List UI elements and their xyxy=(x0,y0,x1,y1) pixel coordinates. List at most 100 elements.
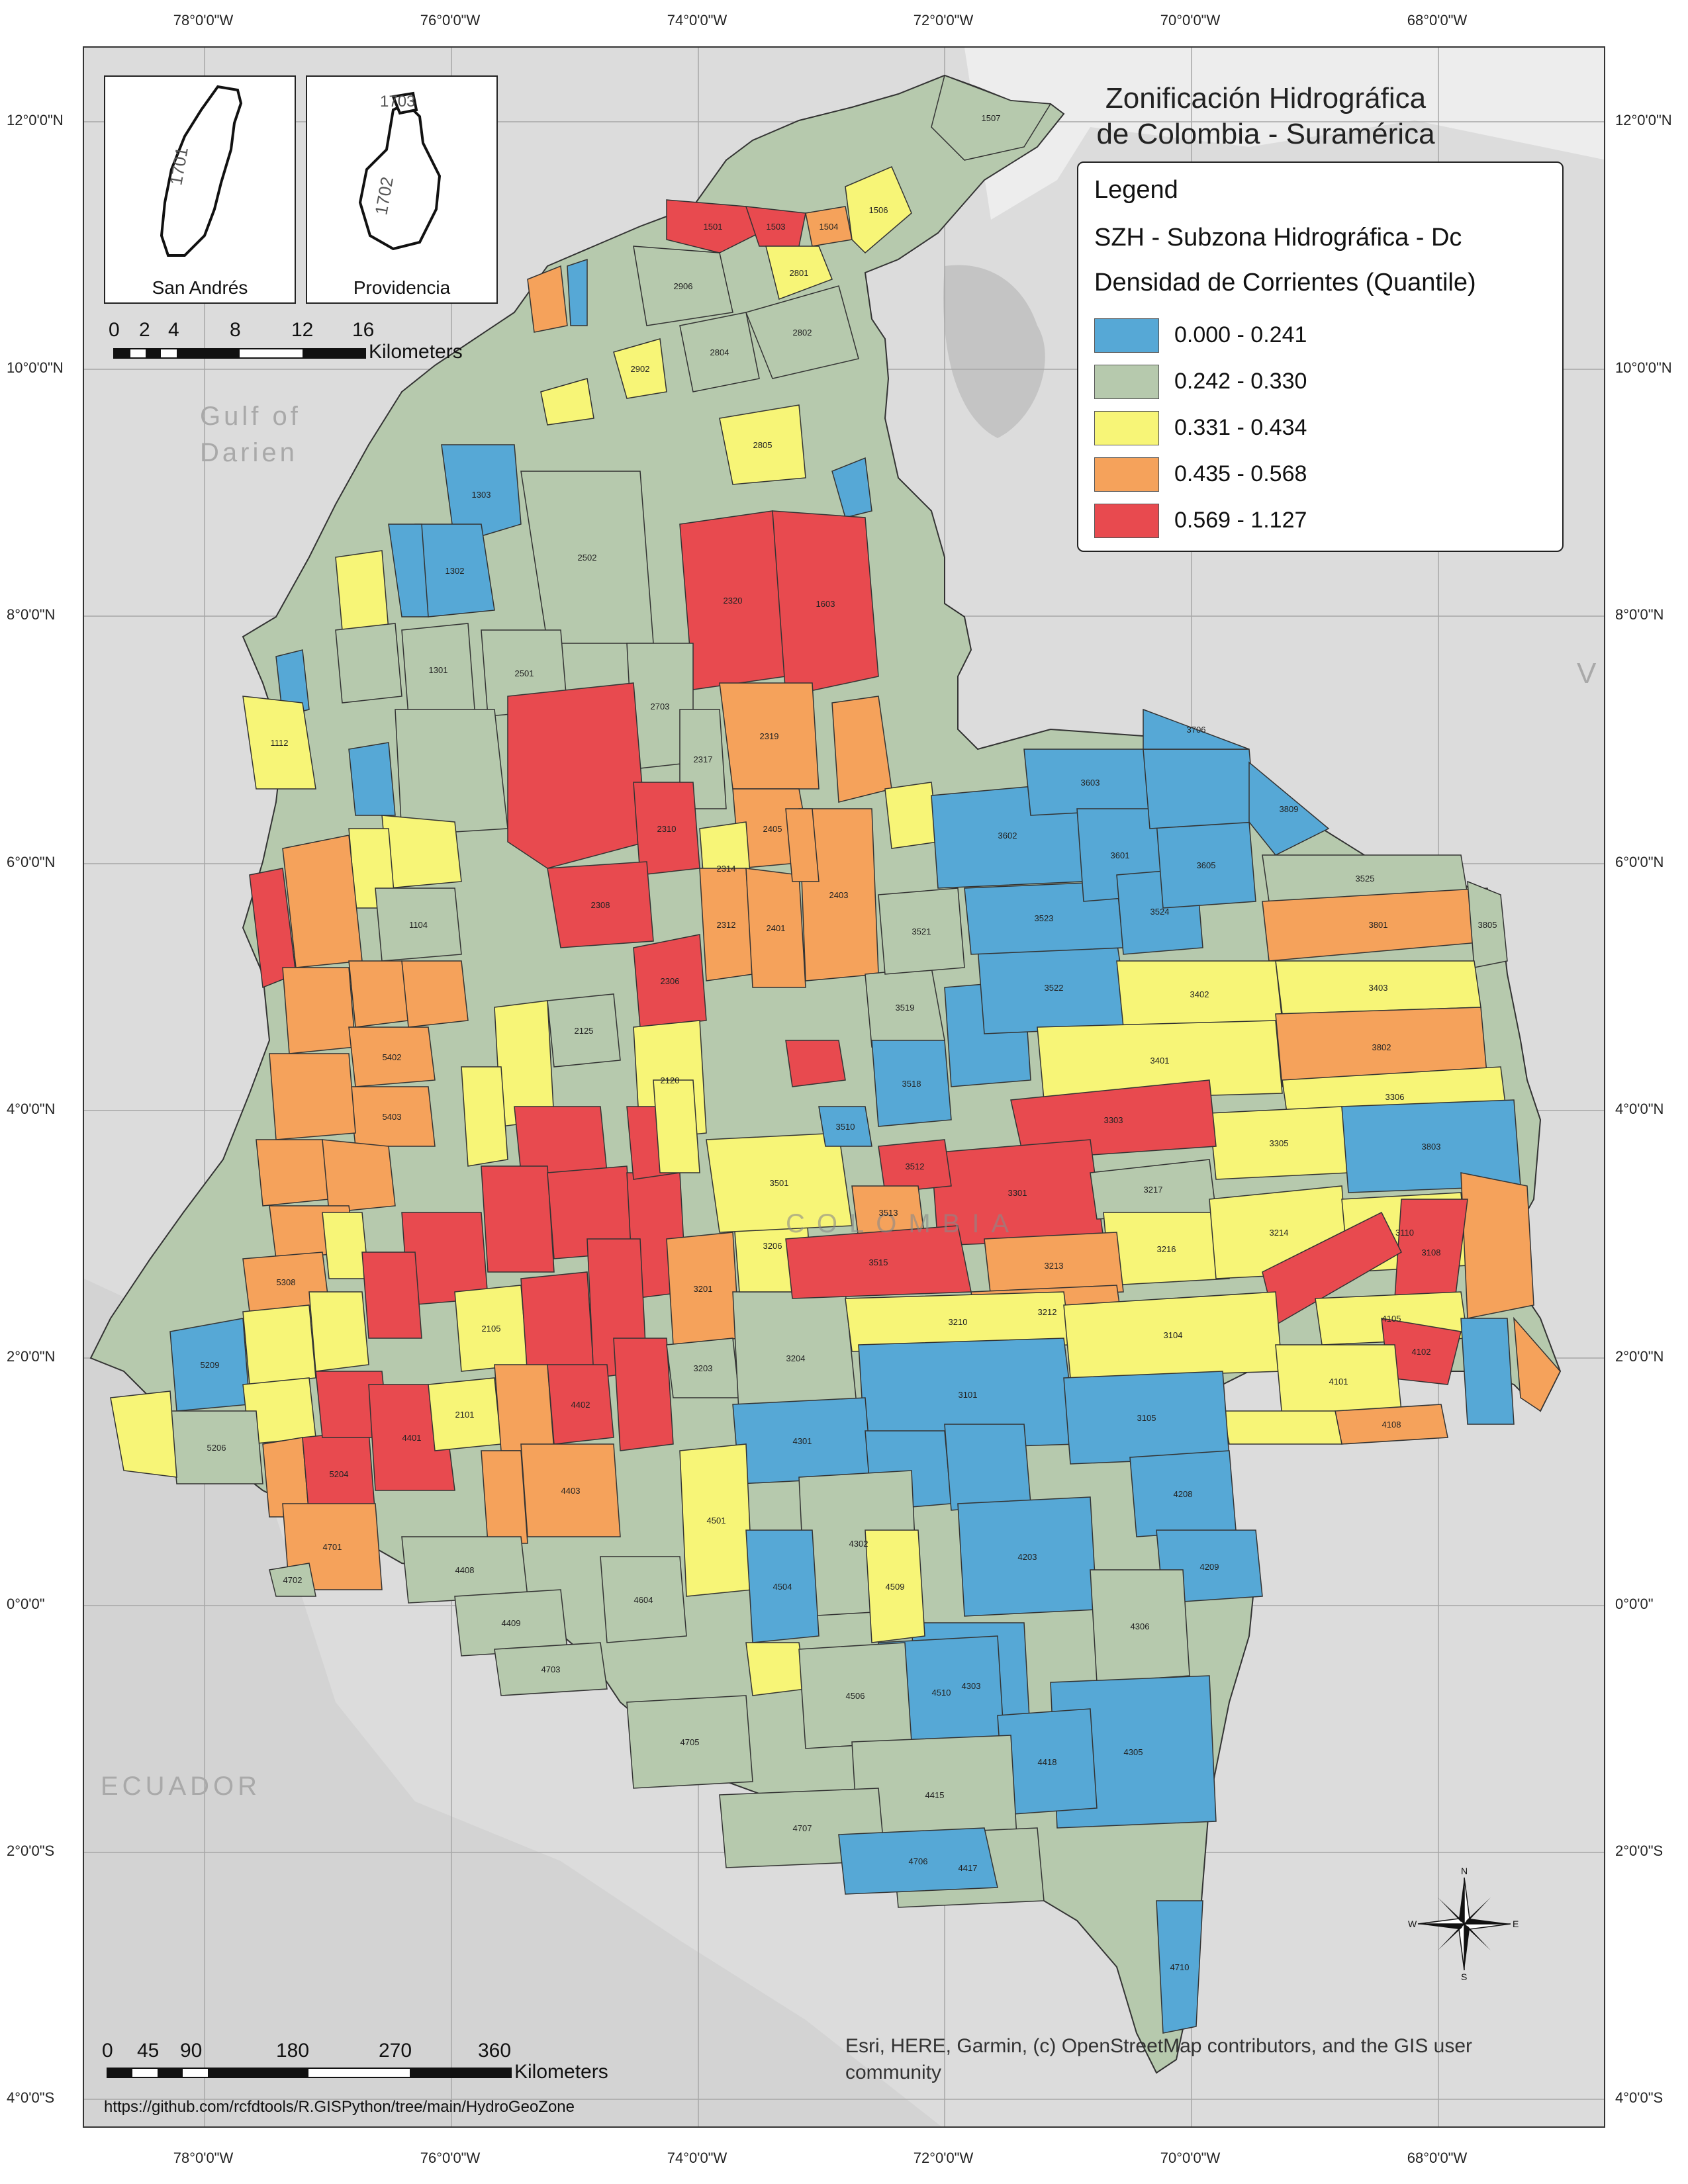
subzone-4509[interactable] xyxy=(865,1529,925,1643)
legend-class-label: 0.435 - 0.568 xyxy=(1174,461,1307,486)
subzone-1603[interactable] xyxy=(772,510,879,697)
subzone-1206[interactable] xyxy=(527,265,568,333)
subzone-4404[interactable] xyxy=(481,1450,528,1544)
zone-code-label: 1504 xyxy=(820,222,839,232)
zone-code-label: 5403 xyxy=(383,1112,402,1122)
subzone-3702[interactable] xyxy=(884,782,939,849)
subzone-1501[interactable] xyxy=(666,199,761,253)
subzone-1506[interactable] xyxy=(845,166,912,254)
subzone-2804[interactable] xyxy=(679,312,760,392)
subzone-2402[interactable] xyxy=(785,808,820,882)
subzone-2308[interactable] xyxy=(547,861,654,948)
subzone-1202[interactable] xyxy=(335,550,389,631)
subzone-2119[interactable] xyxy=(653,1079,700,1173)
subzone-2802[interactable] xyxy=(745,285,859,379)
subzone-4414[interactable] xyxy=(745,1642,806,1696)
subzone-1104[interactable] xyxy=(375,887,462,962)
subzone-2201[interactable] xyxy=(481,1165,555,1273)
subzone-2906[interactable] xyxy=(633,246,733,326)
subzone-4604[interactable] xyxy=(600,1556,687,1643)
subzone-1606[interactable] xyxy=(831,457,872,518)
subzone-1201[interactable] xyxy=(335,623,402,704)
subzone-5401[interactable] xyxy=(401,960,469,1028)
subzone-2103[interactable] xyxy=(494,1364,555,1451)
subzone-2306[interactable] xyxy=(633,934,707,1028)
subzone-5407[interactable] xyxy=(256,1139,330,1206)
subzone-2904[interactable] xyxy=(567,258,588,326)
subzone-1111[interactable] xyxy=(395,709,508,836)
subzone-3804[interactable] xyxy=(1460,1172,1534,1319)
subzone-4402[interactable] xyxy=(547,1364,614,1445)
hydro-subzones[interactable] xyxy=(110,75,1561,2034)
inset-san-andres[interactable]: 1701 San Andrés xyxy=(104,75,296,304)
subzone-3213[interactable] xyxy=(984,1232,1124,1299)
subzone-2905[interactable] xyxy=(540,378,594,426)
subzone-2702[interactable] xyxy=(507,682,647,869)
subzone-1303[interactable] xyxy=(441,444,522,545)
subzone-5402[interactable] xyxy=(348,1026,436,1087)
subzone-1102[interactable] xyxy=(348,960,409,1028)
zone-code-label: 2120 xyxy=(661,1075,680,1085)
legend-swatch xyxy=(1094,504,1159,538)
subzone-5309[interactable] xyxy=(322,1212,369,1279)
subzone-1108[interactable] xyxy=(282,835,363,968)
subzone-5406[interactable] xyxy=(322,1139,396,1213)
zone-code-label: 2805 xyxy=(753,440,773,450)
latitude-label-right: 12°0'0"N xyxy=(1615,112,1672,128)
subzone-2102[interactable] xyxy=(361,1251,422,1339)
legend[interactable]: Legend SZH - Subzona Hidrográfica - Dc D… xyxy=(1077,161,1564,552)
subzone-4109[interactable] xyxy=(1222,1410,1342,1445)
subzone-5501[interactable] xyxy=(282,967,356,1054)
subzone-2632[interactable] xyxy=(461,1066,508,1167)
zone-code-label: 1301 xyxy=(429,665,448,675)
main-scale-unit: Kilometers xyxy=(514,2061,608,2083)
map-frame[interactable]: Gulf of Darien ECUADOR COLOMBIA V 1507 15… xyxy=(83,46,1605,2128)
subzone-3805[interactable] xyxy=(1467,880,1508,968)
subzone-3501[interactable] xyxy=(706,1132,853,1233)
subzone-4110[interactable] xyxy=(1460,1318,1515,1425)
subzone-1110[interactable] xyxy=(348,742,396,816)
subzone-3506[interactable] xyxy=(785,1040,846,1087)
subzone-2805[interactable] xyxy=(719,404,806,485)
subzone-2207[interactable] xyxy=(514,1106,608,1173)
subzone-4705[interactable] xyxy=(626,1695,753,1789)
inset-providencia[interactable]: 1703 1702 Providencia xyxy=(306,75,498,304)
subzone-4703[interactable] xyxy=(494,1642,608,1696)
subzone-3401[interactable] xyxy=(1037,1020,1283,1101)
subzone-4504[interactable] xyxy=(745,1529,820,1643)
source-link[interactable]: https://github.com/rcfdtools/R.GISPython… xyxy=(104,2098,575,2116)
subzone-4306[interactable] xyxy=(1090,1569,1190,1683)
subzone-2106[interactable] xyxy=(520,1271,594,1379)
subzone-5307[interactable] xyxy=(308,1291,369,1372)
subzone-2125[interactable] xyxy=(547,993,621,1068)
subzone-3604[interactable] xyxy=(1143,749,1256,829)
subzone-2801[interactable] xyxy=(765,246,833,300)
subzone-5304[interactable] xyxy=(242,1304,316,1385)
zone-code-label: 3510 xyxy=(836,1122,855,1132)
subzone-3518[interactable] xyxy=(871,1040,952,1127)
zone-code-label: 4417 xyxy=(959,1863,978,1873)
subzone-3521[interactable] xyxy=(878,887,965,975)
zone-code-label: 3206 xyxy=(763,1241,782,1251)
subzone-2401[interactable] xyxy=(745,868,806,988)
subzone-4710[interactable] xyxy=(1156,1900,1203,2034)
subzone-4706[interactable] xyxy=(838,1827,998,1895)
subzone-3512[interactable] xyxy=(878,1139,952,1193)
subzone-4107[interactable] xyxy=(1513,1316,1561,1412)
subzone-4702[interactable] xyxy=(269,1563,316,1597)
subzone-5502[interactable] xyxy=(269,1053,356,1140)
subzone-1507[interactable] xyxy=(931,75,1052,161)
subzone-1114[interactable] xyxy=(275,649,310,717)
subzone-1112[interactable] xyxy=(242,696,316,790)
zone-code-label: 3605 xyxy=(1197,860,1216,870)
subzone-4202[interactable] xyxy=(944,1424,1031,1511)
subzone-3706[interactable] xyxy=(1143,708,1250,750)
subzone-4406[interactable] xyxy=(613,1338,674,1451)
subzone-3303[interactable] xyxy=(1010,1079,1217,1160)
subzone-3510[interactable] xyxy=(818,1106,872,1147)
subzone-1107[interactable] xyxy=(381,815,462,889)
subzone-2902[interactable] xyxy=(613,338,667,399)
subzone-5202[interactable] xyxy=(110,1390,177,1478)
subzone-2319[interactable] xyxy=(719,682,820,790)
subzone-1204[interactable] xyxy=(388,523,429,617)
